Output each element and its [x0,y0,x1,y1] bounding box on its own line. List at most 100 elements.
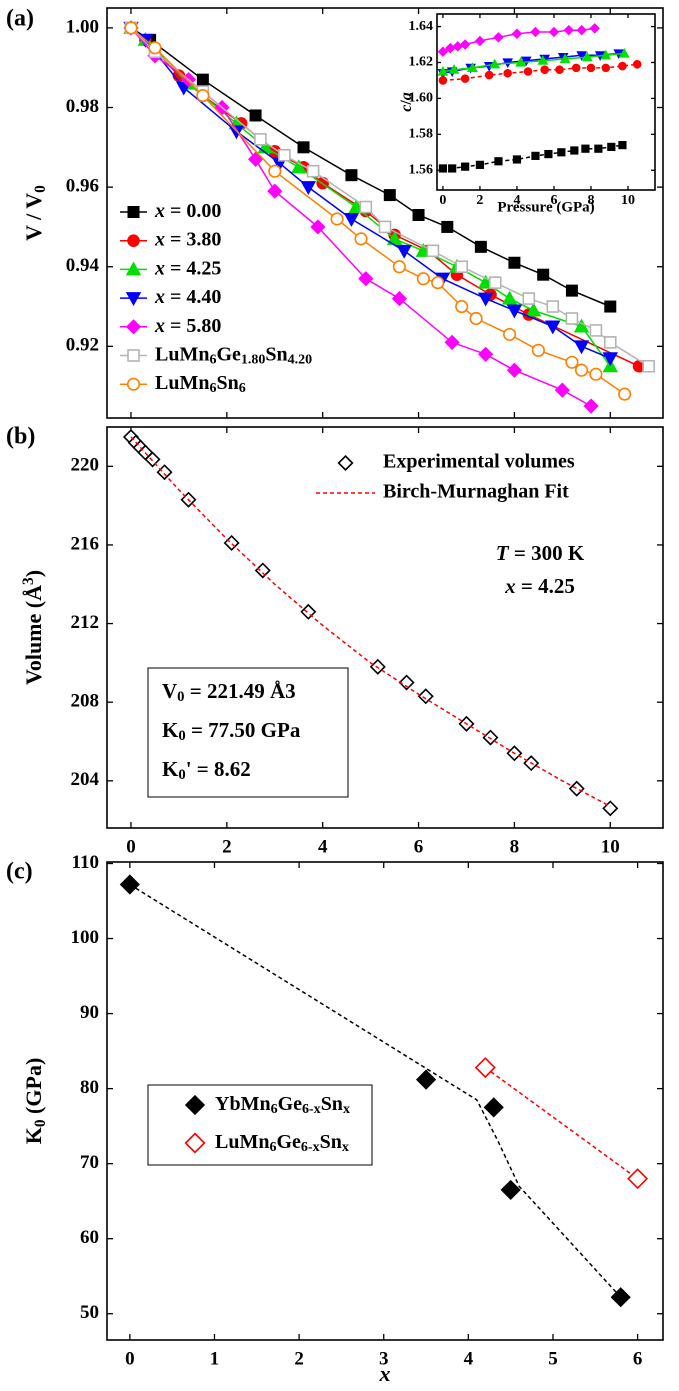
data-point [494,157,503,166]
data-point [522,292,536,305]
series-line [484,1066,639,1180]
x-tick-label: 4 [318,836,328,857]
y-tick-label: 0.94 [66,255,100,276]
data-point [594,144,603,153]
data-point [506,304,523,319]
data-point [568,780,585,797]
data-point [574,363,589,377]
data-point [503,327,517,341]
data-point [573,340,590,355]
data-point [618,47,630,58]
data-point [523,67,533,76]
data-point [437,65,449,76]
legend-frame [147,1084,373,1166]
y-tick-label: 0.96 [66,175,99,196]
series-line [130,27,611,359]
y-tick-label: 1.56 [409,162,434,177]
legend-marker [184,1094,206,1116]
data-point [431,276,445,290]
data-point [618,387,632,401]
y-tick-label: 212 [71,612,100,633]
legend-marker [184,1132,206,1154]
data-point [437,46,449,57]
data-point [455,299,469,314]
legend-marker [126,377,141,391]
y-tick-label: 110 [72,852,99,873]
data-point [378,220,392,234]
y-tick-label: 204 [71,769,100,790]
data-point [345,169,358,182]
data-point [354,232,368,246]
data-point [455,260,468,274]
x-axis-label: Pressure (GPa) [497,199,594,215]
data-point [603,336,617,349]
data-point [570,146,579,155]
data-point [501,290,518,305]
data-point [589,324,603,337]
y-tick-label: 90 [80,1002,99,1023]
data-point [398,674,415,691]
legend-label: Birch-Murnaghan Fit [383,481,569,503]
data-point [148,41,162,55]
data-point [196,73,209,86]
data-point [268,164,282,178]
data-point [267,183,283,199]
data-point [459,39,471,50]
data-point [548,26,560,38]
data-point [627,1168,649,1190]
data-point [290,159,307,174]
legend-marker [127,206,140,218]
data-point [531,343,545,357]
data-point [248,151,264,167]
data-point [297,141,310,154]
legend-label: x = 3.80 [154,228,221,250]
data-point [469,311,483,326]
data-point [249,109,262,122]
data-point [618,141,627,150]
y-tick-label: 1.00 [66,16,99,37]
data-point [600,49,612,60]
y-tick-label: 100 [71,927,100,948]
data-point [412,208,425,221]
data-point [555,65,564,74]
y-tick-label: 1.64 [409,19,434,34]
legend-label: x = 4.40 [154,286,221,308]
data-point [581,51,593,62]
data-point [571,63,581,73]
data-point [531,151,540,160]
y-tick-label: 208 [71,691,100,712]
data-point [546,300,560,313]
data-point [358,271,374,287]
data-point [576,51,588,61]
data-point [642,359,655,373]
plot-area [437,14,655,190]
data-point [343,212,360,227]
y-tick-label: 0.92 [66,335,99,356]
y-tick-label: 216 [71,533,100,554]
data-point [602,352,619,367]
data-point [565,284,578,297]
data-point [604,300,617,313]
x-tick-label: 2 [222,836,232,857]
data-point [563,24,574,36]
x-axis-label: x [379,1361,391,1386]
legend-label: x = 0.00 [154,200,221,222]
x-tick-label: 6 [633,1348,643,1369]
x-tick-label: 6 [414,836,424,857]
data-point [545,320,561,335]
panel-label: (b) [6,424,35,450]
data-point [278,148,291,162]
data-point [632,60,642,69]
data-point [565,312,579,325]
data-point [500,1179,521,1201]
data-point [618,61,627,71]
legend-label: x = 5.80 [154,314,221,336]
data-point [415,1069,437,1090]
x-tick-label: 5 [548,1348,558,1369]
data-point [554,382,570,398]
data-point [461,162,470,171]
legend-marker [125,292,142,307]
legend-label: LuMn6Sn6 [155,372,246,397]
y-axis-label: Volume (Å3) [20,570,47,685]
